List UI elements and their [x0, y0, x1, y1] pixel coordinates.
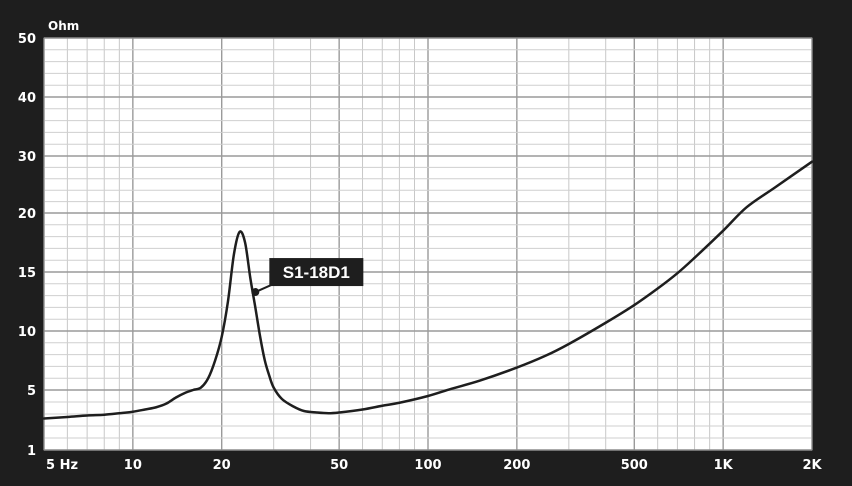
x-tick-label: 5 Hz — [46, 458, 78, 473]
y-tick-label: 5 — [27, 384, 36, 399]
x-tick-label: 20 — [213, 458, 231, 473]
x-tick-label: 50 — [330, 458, 348, 473]
grid — [43, 37, 813, 451]
x-tick-label: 100 — [414, 458, 441, 473]
x-tick-label: 1K — [714, 458, 734, 473]
series-line-0 — [42, 160, 814, 420]
callout-label: S1-18D1 — [283, 263, 350, 282]
y-tick-label: 15 — [18, 266, 36, 281]
y-unit-label: Ohm — [48, 19, 79, 33]
y-tick-label: 1 — [27, 444, 36, 459]
y-tick-label: 40 — [18, 91, 36, 106]
x-tick-label: 2K — [802, 458, 822, 473]
series-layer — [42, 160, 814, 420]
y-tick-label: 30 — [18, 150, 36, 165]
callout: S1-18D1 — [251, 258, 364, 297]
y-tick-label: 10 — [18, 325, 36, 340]
y-tick-label: 20 — [18, 207, 36, 222]
x-tick-label: 10 — [124, 458, 142, 473]
plot-frame — [43, 37, 813, 451]
x-tick-label: 500 — [621, 458, 648, 473]
x-tick-label: 200 — [503, 458, 530, 473]
callout-label-box — [269, 258, 364, 287]
callout-marker — [251, 288, 260, 297]
y-tick-label: 50 — [18, 32, 36, 47]
